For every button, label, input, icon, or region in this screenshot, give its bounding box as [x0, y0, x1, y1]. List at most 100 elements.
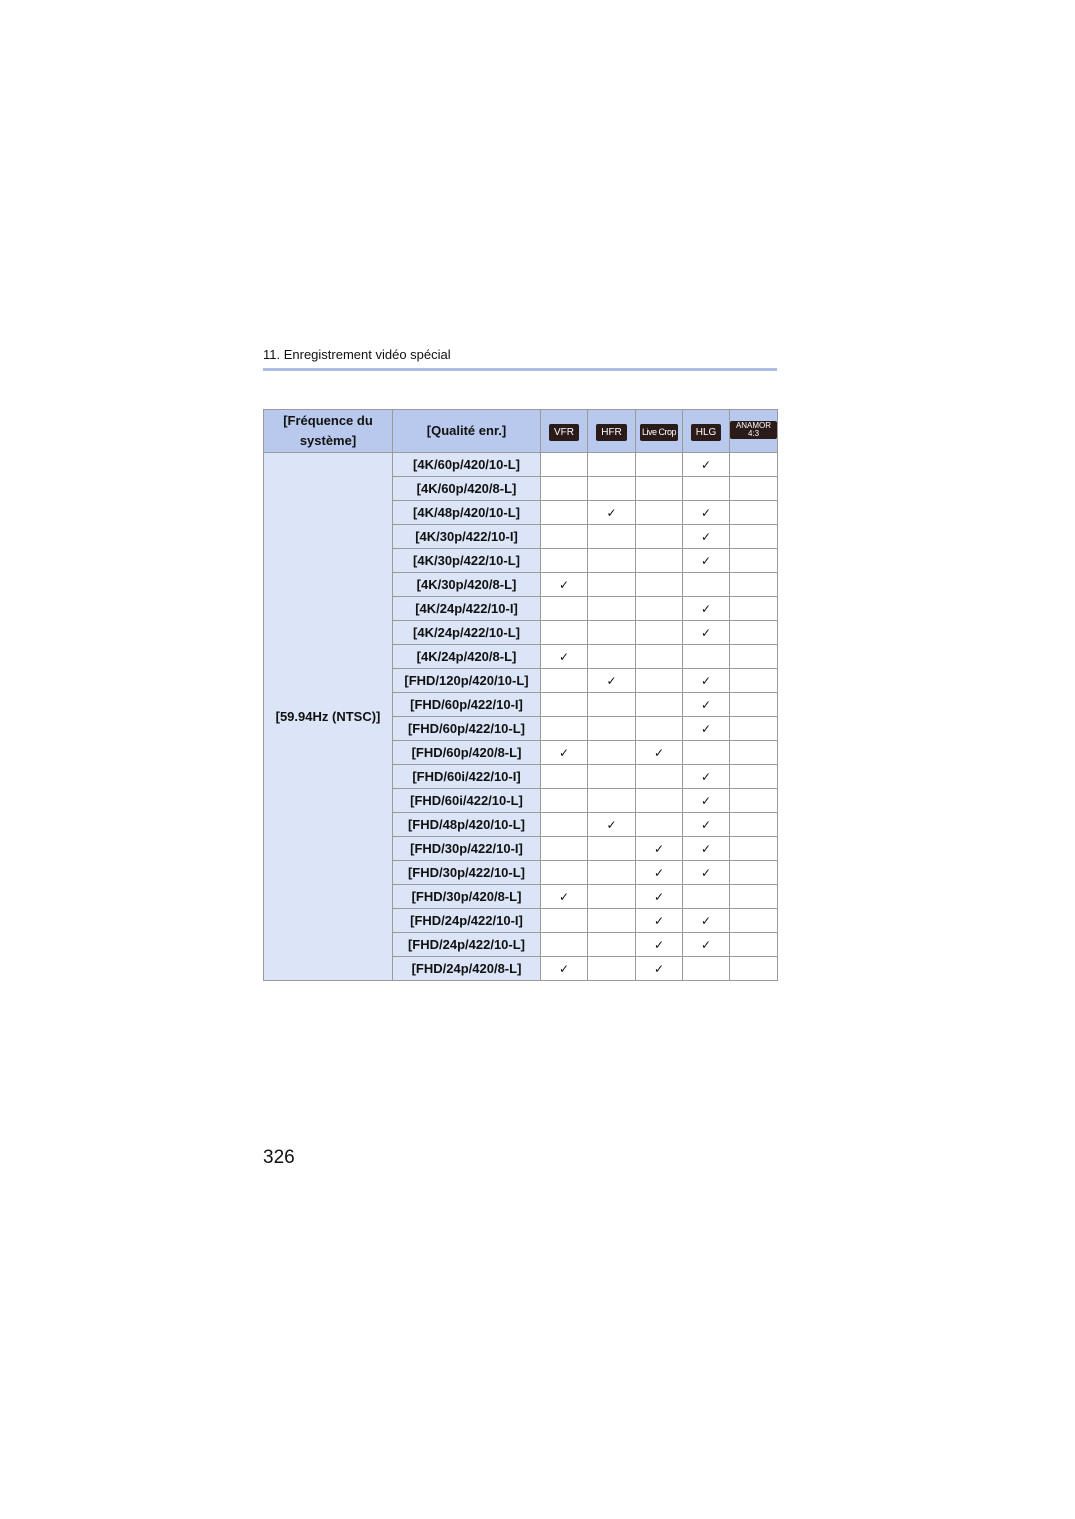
feature-cell [540, 548, 588, 573]
feature-cell [587, 524, 636, 549]
check-icon: ✓ [606, 818, 617, 832]
feature-cell [540, 692, 588, 717]
feature-cell [540, 788, 588, 813]
quality-cell: [FHD/48p/420/10-L] [392, 812, 541, 837]
feature-cell [540, 836, 588, 861]
table-row: [4K/30p/422/10-I] ✓ [264, 524, 778, 549]
check-icon: ✓ [700, 818, 712, 832]
system-frequency-cell: [59.94Hz (NTSC)] [263, 452, 393, 981]
feature-cell: ✓ [682, 596, 730, 621]
feature-cell [729, 740, 778, 765]
hfr-icon: HFR [596, 424, 627, 441]
feature-cell [587, 764, 636, 789]
feature-cell [635, 620, 683, 645]
check-icon: ✓ [700, 554, 712, 568]
feature-cell [729, 572, 778, 597]
table-row: [FHD/24p/422/10-L] ✓ ✓ [264, 932, 778, 957]
feature-cell [587, 908, 636, 933]
quality-cell: [4K/30p/420/8-L] [392, 572, 541, 597]
feature-cell: ✓ [635, 956, 683, 981]
quality-cell: [FHD/60i/422/10-L] [392, 788, 541, 813]
feature-cell [587, 788, 636, 813]
feature-cell [729, 476, 778, 501]
vfr-icon: VFR [549, 424, 579, 441]
check-icon: ✓ [653, 890, 665, 904]
feature-cell: ✓ [682, 524, 730, 549]
feature-cell [729, 500, 778, 525]
feature-cell [635, 500, 683, 525]
header-system: [Fréquence du système] [263, 409, 393, 453]
check-icon: ✓ [558, 746, 570, 760]
table-row: [FHD/30p/422/10-L] ✓ ✓ [264, 860, 778, 885]
check-icon: ✓ [700, 530, 712, 544]
hlg-icon: HLG [690, 424, 722, 441]
feature-cell [729, 524, 778, 549]
feature-cell: ✓ [540, 956, 588, 981]
feature-cell: ✓ [682, 764, 730, 789]
feature-cell: ✓ [540, 884, 588, 909]
feature-cell [540, 908, 588, 933]
feature-cell [587, 716, 636, 741]
feature-cell [540, 812, 588, 837]
table-row: [FHD/48p/420/10-L] ✓ ✓ [264, 812, 778, 837]
quality-cell: [4K/60p/420/8-L] [392, 476, 541, 501]
table-row: [4K/30p/422/10-L] ✓ [264, 548, 778, 573]
feature-cell [540, 476, 588, 501]
feature-cell [682, 572, 730, 597]
feature-cell [540, 860, 588, 885]
feature-cell [587, 620, 636, 645]
check-icon: ✓ [653, 746, 665, 760]
feature-cell [682, 740, 730, 765]
feature-cell [635, 716, 683, 741]
quality-cell: [FHD/24p/422/10-I] [392, 908, 541, 933]
feature-cell [729, 932, 778, 957]
table-row: [FHD/60p/422/10-L] ✓ [264, 716, 778, 741]
table-row: [FHD/120p/420/10-L] ✓ ✓ [264, 668, 778, 693]
feature-cell [729, 956, 778, 981]
feature-cell [729, 620, 778, 645]
quality-cell: [4K/30p/422/10-I] [392, 524, 541, 549]
feature-cell [587, 476, 636, 501]
feature-cell [635, 596, 683, 621]
check-icon: ✓ [558, 650, 570, 664]
feature-cell [635, 476, 683, 501]
feature-cell [540, 716, 588, 741]
feature-cell [729, 596, 778, 621]
quality-cell: [FHD/120p/420/10-L] [392, 668, 541, 693]
check-icon: ✓ [700, 938, 712, 952]
feature-cell [587, 572, 636, 597]
feature-cell [729, 716, 778, 741]
feature-cell [635, 788, 683, 813]
feature-cell: ✓ [682, 812, 730, 837]
feature-cell: ✓ [635, 932, 683, 957]
feature-cell: ✓ [635, 884, 683, 909]
check-icon: ✓ [700, 770, 712, 784]
feature-cell [635, 764, 683, 789]
feature-cell [635, 692, 683, 717]
feature-cell [729, 452, 778, 477]
quality-cell: [FHD/30p/422/10-L] [392, 860, 541, 885]
table-row: [FHD/60p/422/10-I] ✓ [264, 692, 778, 717]
header-quality: [Qualité enr.] [392, 409, 541, 453]
feature-cell [587, 452, 636, 477]
feature-cell [729, 548, 778, 573]
quality-cell: [4K/60p/420/10-L] [392, 452, 541, 477]
feature-cell [729, 812, 778, 837]
feature-cell: ✓ [682, 788, 730, 813]
feature-cell [587, 692, 636, 717]
check-icon: ✓ [653, 938, 665, 952]
check-icon: ✓ [606, 674, 617, 688]
quality-cell: [FHD/30p/420/8-L] [392, 884, 541, 909]
quality-cell: [4K/30p/422/10-L] [392, 548, 541, 573]
feature-cell [729, 908, 778, 933]
check-icon: ✓ [700, 914, 712, 928]
table-row: [FHD/60p/420/8-L] ✓ ✓ [264, 740, 778, 765]
feature-cell [635, 524, 683, 549]
section-title: 11. Enregistrement vidéo spécial [263, 347, 451, 362]
feature-cell: ✓ [682, 452, 730, 477]
quality-cell: [FHD/60p/422/10-I] [392, 692, 541, 717]
table-row: [59.94Hz (NTSC)] [4K/60p/420/10-L] ✓ [263, 452, 778, 981]
feature-cell [587, 884, 636, 909]
check-icon: ✓ [700, 698, 712, 712]
